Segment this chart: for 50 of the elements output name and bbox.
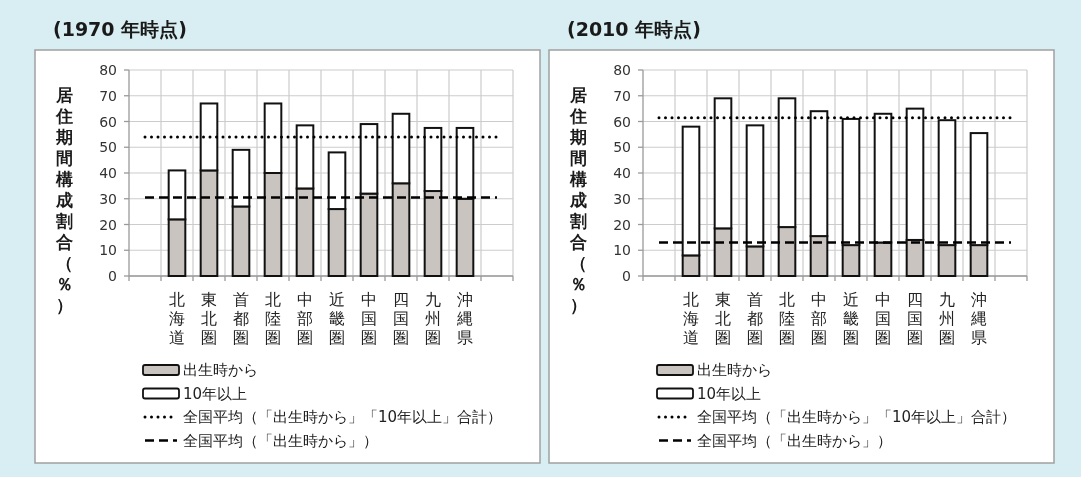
y-tick-label: 40 (99, 165, 117, 181)
x-tick-label: 中国圏 (361, 290, 377, 347)
legend-label: 10年以上 (183, 384, 248, 403)
x-tick-label: 四国圏 (907, 290, 923, 347)
y-tick-label: 30 (99, 190, 117, 207)
legend-label: 10年以上 (697, 384, 762, 403)
legend-label: 全国平均（「出生時から」「10年以上」合計） (183, 408, 503, 426)
y-tick-label: 10 (613, 242, 631, 259)
y-tick-label: 20 (613, 216, 631, 233)
x-tick-label: 沖縄県 (456, 290, 473, 347)
y-axis-title: 居住期間構成割合（％） (55, 85, 73, 315)
x-tick-label: 近畿圏 (843, 290, 859, 347)
y-tick-label: 20 (99, 216, 117, 233)
y-tick-label: 60 (613, 113, 631, 130)
y-tick-label: 0 (108, 268, 117, 284)
y-tick-label: 60 (99, 113, 117, 130)
y-tick-label: 70 (613, 87, 631, 104)
x-tick-label: 東北圏 (201, 290, 217, 347)
x-tick-label: 九州圏 (939, 290, 955, 347)
x-tick-label: 北陸圏 (779, 290, 795, 347)
y-tick-label: 50 (613, 139, 631, 156)
y-tick-label: 10 (99, 242, 117, 259)
y-axis-title: 居住期間構成割合（％） (569, 85, 587, 315)
x-tick-label: 東北圏 (715, 290, 731, 347)
x-tick-label: 首都圏 (233, 290, 249, 347)
y-tick-label: 70 (99, 87, 117, 104)
y-tick-label: 50 (99, 139, 117, 156)
chart-title: (1970 年時点) (53, 18, 187, 40)
y-tick-label: 80 (99, 62, 117, 78)
x-tick-label: 中部圏 (297, 290, 313, 347)
y-tick-label: 40 (613, 165, 631, 181)
x-tick-label: 中国圏 (875, 290, 891, 347)
x-tick-label: 四国圏 (393, 290, 409, 347)
y-tick-label: 0 (622, 268, 631, 284)
chart-title: (2010 年時点) (567, 18, 701, 40)
x-tick-label: 沖縄県 (970, 290, 987, 347)
x-tick-label: 九州圏 (425, 290, 441, 347)
legend-label: 全国平均（「出生時から」） (697, 431, 892, 450)
x-tick-label: 近畿圏 (329, 290, 345, 347)
legend-label: 出生時から (697, 361, 772, 379)
legend-label: 出生時から (183, 361, 258, 379)
legend-label: 全国平均（「出生時から」） (183, 431, 378, 450)
x-tick-label: 首都圏 (747, 290, 763, 347)
y-tick-label: 80 (613, 62, 631, 78)
x-tick-label: 北海道 (683, 290, 699, 347)
y-tick-label: 30 (613, 190, 631, 207)
x-tick-label: 中部圏 (811, 290, 827, 347)
x-tick-label: 北海道 (169, 290, 185, 347)
legend-label: 全国平均（「出生時から」「10年以上」合計） (697, 408, 1017, 426)
x-tick-label: 北陸圏 (265, 290, 281, 347)
